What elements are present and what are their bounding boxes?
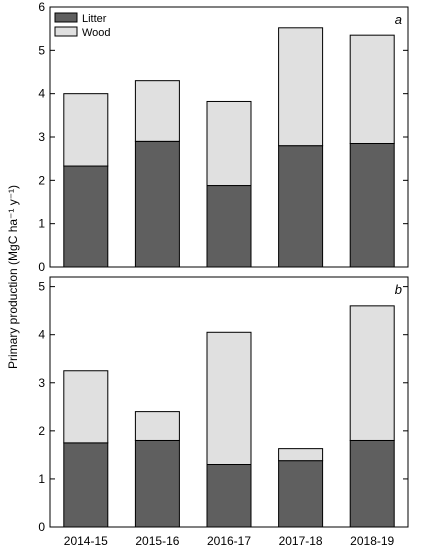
bar-wood-2017-18: [278, 27, 324, 147]
bar-wood-2016-17: [206, 100, 252, 187]
y-tick-label: 2: [38, 173, 45, 187]
bar-wood-2016-17: [206, 331, 252, 465]
x-tick-label: 2018-19: [350, 534, 394, 548]
y-tick-label: 1: [38, 472, 45, 486]
y-tick-label: 4: [38, 87, 45, 101]
y-tick-label: 5: [38, 280, 45, 294]
bar-wood-2015-16: [134, 80, 180, 142]
y-tick-label: 0: [38, 520, 45, 534]
bar-wood-2014-15: [63, 370, 109, 444]
x-tick-label: 2015-16: [135, 534, 179, 548]
chart-panel-a: 0 1 2 3 4 5 6 a Litter Wood: [38, 0, 409, 274]
y-axis-title: Primary production (MgC ha⁻¹ y⁻¹): [6, 185, 20, 369]
y-tick-label: 1: [38, 217, 45, 231]
bar-litter-2016-17: [206, 185, 252, 268]
chart-panel-b: 0 1 2 3 4 5 2014-15 2015-16 2016-17 2017-18 2018-1…: [38, 276, 409, 548]
panel-label: a: [395, 12, 402, 27]
bar-wood-2017-18: [278, 448, 324, 462]
bar-litter-2014-15: [63, 442, 109, 528]
bar-wood-2015-16: [134, 411, 180, 441]
bar-wood-2018-19: [349, 34, 395, 145]
bar-litter-2015-16: [134, 439, 180, 528]
y-tick-label: 4: [38, 328, 45, 342]
bar-litter-2018-19: [349, 439, 395, 528]
y-tick-label: 2: [38, 424, 45, 438]
bar-wood-2018-19: [349, 305, 395, 441]
legend-swatch-litter: [54, 12, 78, 23]
bar-litter-2015-16: [134, 140, 180, 268]
bar-litter-2014-15: [63, 165, 109, 268]
y-tick-label: 6: [38, 0, 45, 14]
y-tick-label: 0: [38, 260, 45, 274]
bar-litter-2018-19: [349, 143, 395, 268]
x-tick-label: 2016-17: [207, 534, 251, 548]
x-tick-label: 2014-15: [64, 534, 108, 548]
bar-litter-2016-17: [206, 464, 252, 528]
y-tick-label: 3: [38, 376, 45, 390]
legend-swatch-wood: [54, 26, 78, 37]
y-tick-label: 5: [38, 43, 45, 57]
x-tick-label: 2017-18: [279, 534, 323, 548]
bar-wood-2014-15: [63, 93, 109, 167]
panel-label: b: [395, 282, 402, 297]
y-tick-label: 3: [38, 130, 45, 144]
bar-litter-2017-18: [278, 460, 324, 528]
bar-litter-2017-18: [278, 145, 324, 268]
legend-label-wood: Wood: [82, 27, 111, 39]
legend-label-litter: Litter: [82, 13, 107, 25]
